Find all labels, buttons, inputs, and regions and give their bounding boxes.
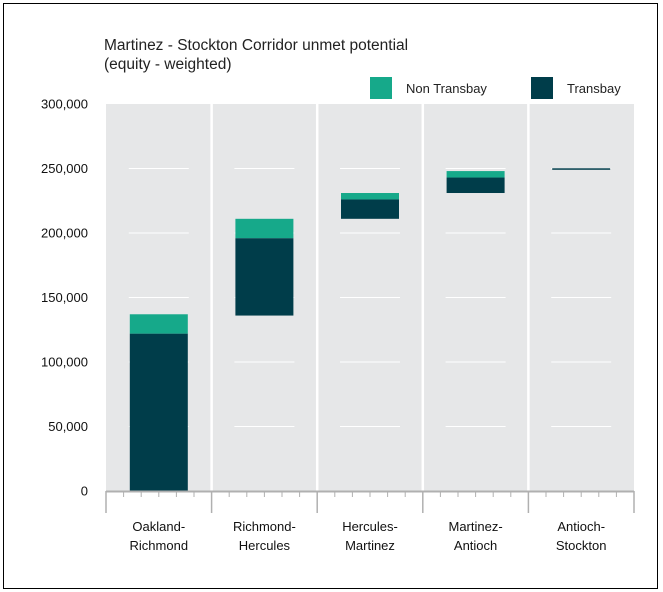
y-tick-label: 50,000 (48, 419, 88, 434)
bar-non-transbay (129, 314, 188, 334)
bar-transbay (446, 177, 505, 194)
x-category-label: Hercules-Martinez (342, 519, 398, 553)
chart-title: Martinez - Stockton Corridor unmet poten… (104, 37, 409, 73)
legend-swatch-non-transbay (370, 77, 392, 99)
legend-item-non-transbay: Non Transbay (370, 77, 487, 99)
x-category-label: Oakland-Richmond (130, 519, 189, 553)
y-tick-label: 100,000 (41, 355, 88, 370)
legend-label-non-transbay: Non Transbay (406, 80, 487, 96)
legend-swatch-transbay (531, 77, 553, 99)
x-category-label: Antioch-Stockton (556, 519, 607, 553)
bar-transbay (129, 333, 188, 491)
bar-non-transbay (446, 171, 505, 178)
y-tick-label: 300,000 (41, 97, 88, 112)
y-tick-label: 200,000 (41, 226, 88, 241)
legend-item-transbay: Transbay (531, 77, 621, 99)
bar-transbay (341, 199, 399, 219)
bar-non-transbay (341, 193, 399, 200)
bar-transbay (235, 238, 294, 316)
y-tick-label: 0 (81, 484, 88, 499)
bar-transbay (552, 168, 611, 170)
y-tick-label: 150,000 (41, 290, 88, 305)
legend-label-transbay: Transbay (567, 80, 621, 96)
x-category-label: Richmond-Hercules (233, 519, 296, 553)
bar-non-transbay (235, 218, 294, 239)
x-category-label: Martinez-Antioch (449, 519, 503, 553)
y-tick-label: 250,000 (41, 161, 88, 176)
